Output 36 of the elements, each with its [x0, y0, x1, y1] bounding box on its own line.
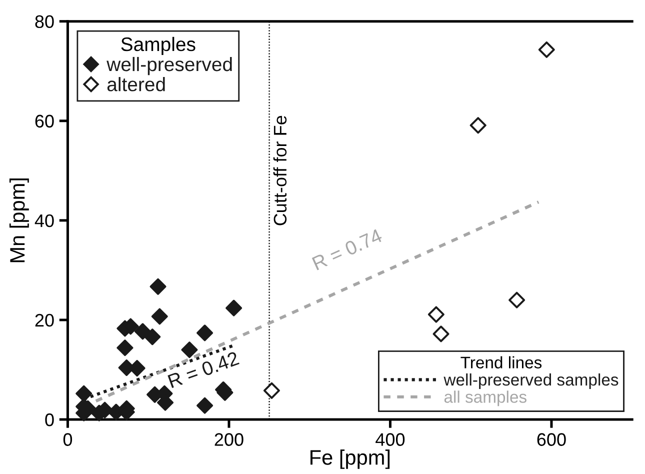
point	[263, 382, 280, 399]
y-axis-title: Mn [ppm]	[9, 178, 29, 262]
point	[76, 385, 92, 402]
annotation: R = 0.42	[168, 351, 240, 388]
point	[538, 41, 555, 58]
point	[428, 306, 444, 323]
y-tick-label: 80	[35, 15, 54, 28]
text: Samples	[121, 36, 196, 56]
point	[470, 117, 486, 134]
point	[144, 328, 161, 346]
x-tick-label: 600	[537, 433, 566, 446]
point	[432, 326, 450, 342]
point	[196, 397, 214, 414]
x-tick-label: 400	[376, 433, 405, 446]
point	[226, 300, 242, 316]
y-tick-label: 0	[45, 413, 54, 426]
point	[134, 323, 151, 340]
legend-label: altered	[107, 77, 165, 92]
point	[151, 308, 168, 325]
legend-label: well-preserved	[106, 56, 232, 76]
point	[116, 340, 134, 356]
annotation: R = 0.74	[312, 228, 384, 270]
point	[508, 292, 526, 308]
point	[181, 342, 198, 358]
text: Trend lines	[460, 356, 542, 368]
x-axis-title: Fe [ppm]	[310, 450, 390, 469]
point	[196, 324, 214, 342]
ref-line-label: Cutt-off for Fe	[273, 116, 287, 226]
y-tick-label: 60	[35, 114, 54, 128]
point	[150, 278, 166, 295]
y-tick-label: 20	[35, 314, 54, 327]
y-tick-label: 40	[34, 214, 54, 228]
x-tick-label: 200	[214, 433, 244, 446]
x-tick-label: 0	[63, 433, 72, 446]
legend-label: well-preserved samples	[444, 373, 618, 389]
legend-label: all samples	[444, 390, 526, 406]
